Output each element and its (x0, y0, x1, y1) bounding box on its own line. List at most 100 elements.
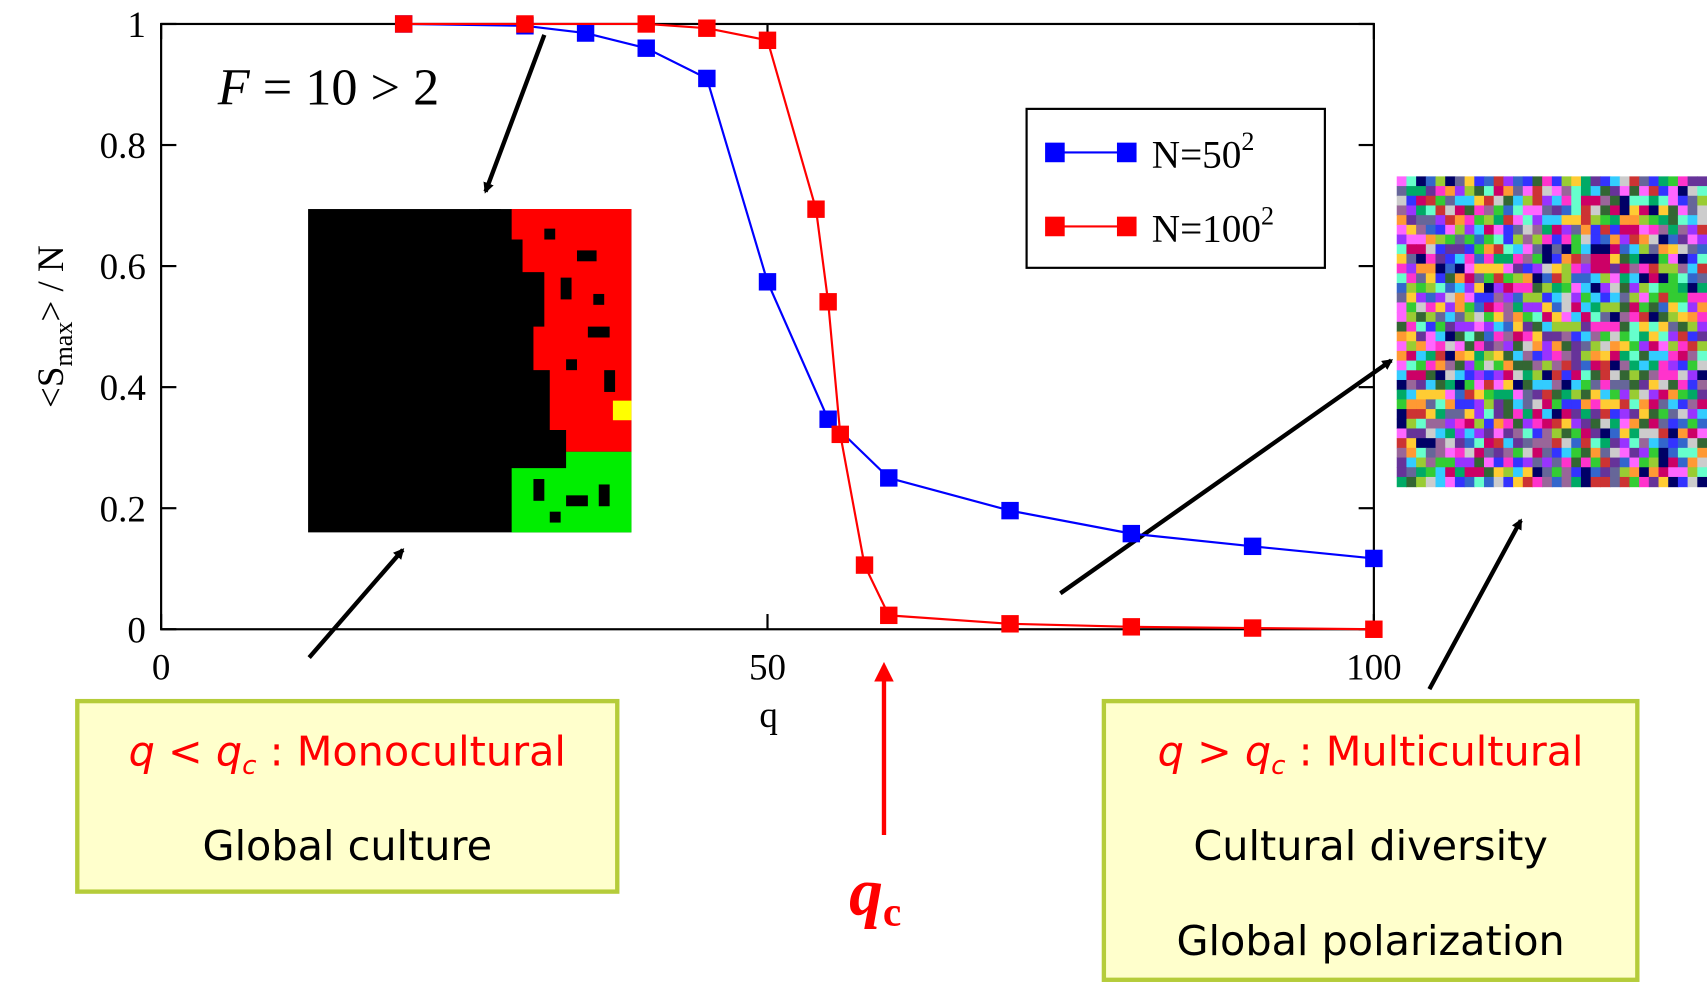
mosaic-cell (1639, 234, 1650, 245)
mosaic-cell (1406, 476, 1417, 488)
mosaic-cell (1571, 205, 1582, 216)
mosaic-cell (1668, 350, 1679, 362)
mosaic-cell (1416, 321, 1427, 333)
mosaic-cell (1580, 389, 1592, 400)
mosaic-cell (1416, 341, 1427, 352)
mosaic-cell (1503, 205, 1514, 216)
mosaic-cell (1580, 195, 1592, 207)
mosaic-cell (1648, 379, 1660, 391)
mosaic-cell (1590, 476, 1601, 488)
mosaic-cell (1435, 418, 1446, 430)
mosaic-cell (1639, 428, 1650, 439)
mosaic-cell (1483, 467, 1495, 478)
mosaic-cell (1619, 331, 1630, 342)
mosaic-cell (1435, 399, 1446, 410)
mosaic-cell (1658, 341, 1669, 352)
mosaic-cell (1610, 263, 1621, 274)
mosaic-cell (1464, 457, 1475, 468)
legend-marker (1045, 142, 1065, 163)
mosaic-cell (1629, 273, 1640, 284)
mosaic-cell (1610, 467, 1621, 478)
mosaic-cell (1435, 467, 1446, 478)
mosaic-cell (1425, 379, 1437, 391)
mosaic-cell (1416, 302, 1427, 313)
mosaic-cell (1396, 360, 1407, 371)
mosaic-cell (1687, 341, 1698, 352)
y-tick-label: 1 (127, 5, 146, 46)
right-box-line: Global polarization (1176, 917, 1564, 965)
mosaic-cell (1532, 350, 1543, 362)
mosaic-cell (1513, 234, 1524, 245)
mosaic-cell (1522, 195, 1534, 207)
mosaic-cell (1580, 205, 1592, 216)
mosaic-cell (1668, 292, 1679, 303)
mosaic-cell (1687, 457, 1698, 468)
mosaic-cell (1396, 409, 1407, 420)
mosaic-cell (1629, 467, 1640, 478)
mosaic-cell (1406, 360, 1417, 371)
mosaic-cell (1464, 447, 1475, 459)
mosaic-cell (1493, 331, 1504, 342)
mosaic-cell (1474, 476, 1485, 488)
mosaic-cell (1542, 418, 1553, 430)
mosaic-cell (1416, 273, 1427, 284)
mosaic-cell (1522, 253, 1534, 265)
mosaic-cell (1648, 263, 1660, 274)
mosaic-cell (1435, 379, 1446, 391)
mosaic-cell (1551, 253, 1563, 265)
mosaic-cell (1561, 215, 1572, 226)
mosaic-cell (1600, 341, 1611, 352)
mosaic-cell (1522, 176, 1534, 187)
legend-marker (1045, 216, 1065, 237)
mosaic-cell (1474, 409, 1485, 420)
mosaic-cell (1513, 447, 1524, 459)
mosaic-cell (1454, 399, 1466, 410)
mosaic-cell (1658, 331, 1669, 342)
mosaic-cell (1619, 370, 1630, 381)
mosaic-cell (1425, 476, 1437, 488)
mosaic-cell (1629, 283, 1640, 294)
mosaic-cell (1571, 409, 1582, 420)
mosaic-cell (1416, 263, 1427, 274)
mosaic-cell (1522, 476, 1534, 488)
mosaic-cell (1425, 447, 1437, 459)
mosaic-cell (1503, 379, 1514, 391)
mosaic-cell (1580, 409, 1592, 420)
mosaic-cell (1416, 379, 1427, 391)
mosaic-cell (1551, 321, 1563, 333)
mosaic-cell (1493, 467, 1504, 478)
mosaic-cell (1464, 341, 1475, 352)
mosaic-cell (1425, 283, 1437, 294)
mosaic-cell (1503, 350, 1514, 362)
legend-label: N=502 (1152, 127, 1255, 176)
mosaic-cell (1619, 457, 1630, 468)
mosaic-cell (1445, 409, 1456, 420)
mosaic-cell (1396, 234, 1407, 245)
mosaic-cell (1474, 253, 1485, 265)
mosaic-cell (1639, 370, 1650, 381)
mosaic-cell (1677, 195, 1689, 207)
mosaic-cell (1590, 215, 1601, 226)
mosaic-cell (1493, 399, 1504, 410)
mosaic-cell (1697, 283, 1707, 294)
mosaic-cell (1483, 428, 1495, 439)
mosaic-cell (1464, 253, 1475, 265)
mosaic-cell (1687, 399, 1698, 410)
mosaic-cell (1503, 312, 1514, 323)
mosaic-cell (1445, 205, 1456, 216)
legend-marker (1116, 142, 1137, 163)
mosaic-cell (1464, 467, 1475, 478)
y-axis-label: <Smax> / N (31, 245, 78, 408)
mosaic-cell (1668, 341, 1679, 352)
mosaic-cell (1580, 312, 1592, 323)
mosaic-cell (1542, 476, 1553, 488)
mosaic-cell (1435, 263, 1446, 274)
mosaic-cell (1697, 331, 1707, 342)
mosaic-cell (1687, 476, 1698, 488)
mosaic-cell (1697, 467, 1707, 478)
mosaic-cell (1677, 244, 1689, 255)
mosaic-cell (1580, 447, 1592, 459)
mosaic-cell (1687, 418, 1698, 430)
mosaic-cell (1522, 263, 1534, 274)
mosaic-cell (1677, 350, 1689, 362)
